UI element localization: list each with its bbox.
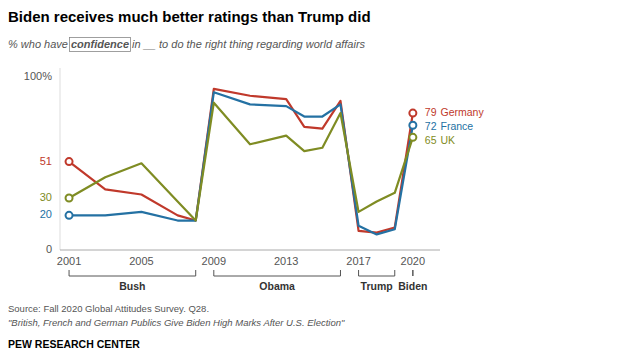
- era-bracket: [359, 270, 395, 276]
- era-label: Trump: [361, 280, 393, 292]
- era-label: Biden: [398, 280, 427, 292]
- series-name: Germany: [441, 106, 485, 118]
- x-axis-line: [60, 250, 440, 251]
- era-label: Obama: [259, 280, 295, 292]
- subtitle: in __ to do the right thing regarding wo…: [129, 38, 366, 50]
- end-marker: [66, 195, 73, 202]
- x-tick-label: 2017: [346, 255, 370, 267]
- series-line: [69, 92, 413, 234]
- start-label: 30: [40, 191, 52, 203]
- end-value: 72: [425, 120, 437, 132]
- footer: PEW RESEARCH CENTER: [8, 338, 140, 350]
- x-tick-label: 2020: [401, 255, 425, 267]
- start-label: 51: [40, 155, 52, 167]
- y-axis-line: [60, 68, 61, 250]
- series-line: [69, 103, 413, 221]
- x-tick-label: 2005: [129, 255, 153, 267]
- y-tick-label: 100%: [24, 70, 52, 82]
- y-tick-label: 0: [46, 243, 52, 255]
- end-value: 65: [425, 134, 437, 146]
- end-label: 65 UK: [425, 134, 455, 146]
- start-label: 20: [40, 208, 52, 220]
- subtitle: % who have: [8, 38, 71, 50]
- end-value: 79: [425, 106, 437, 118]
- era-bracket: [412, 270, 413, 276]
- end-marker: [66, 212, 73, 219]
- series-name: France: [441, 120, 474, 132]
- source: Source: Fall 2020 Global Attitudes Surve…: [8, 303, 209, 314]
- x-tick-label: 2001: [57, 255, 81, 267]
- x-tick-label: 2009: [202, 255, 226, 267]
- x-tick-label: 2013: [274, 255, 298, 267]
- end-label: 72 France: [425, 120, 474, 132]
- series-name: UK: [441, 134, 456, 146]
- source-note: "British, French and German Publics Give…: [8, 317, 345, 328]
- subtitle-box: [69, 38, 130, 52]
- end-marker: [409, 134, 416, 141]
- end-marker: [409, 122, 416, 129]
- plot-area: [66, 89, 417, 235]
- subtitle: confidence: [71, 38, 129, 50]
- end-marker: [409, 110, 416, 117]
- era-label: Bush: [119, 280, 145, 292]
- chart: Biden receives much better ratings than …: [0, 0, 640, 363]
- end-label: 79 Germany: [425, 106, 485, 118]
- end-marker: [66, 158, 73, 165]
- series-line: [69, 89, 413, 233]
- era-bracket: [214, 270, 341, 276]
- title: Biden receives much better ratings than …: [8, 8, 371, 25]
- era-bracket: [69, 270, 196, 276]
